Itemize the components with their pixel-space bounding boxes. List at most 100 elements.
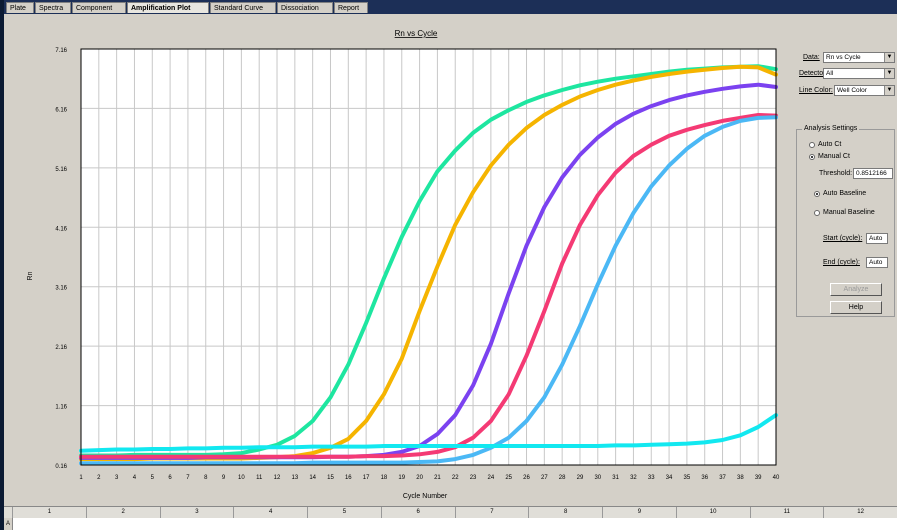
- tab-amplification-plot[interactable]: Amplification Plot: [127, 2, 209, 13]
- y-tick-label: 7.16: [55, 48, 67, 54]
- start-cycle-input[interactable]: Auto: [866, 233, 888, 244]
- y-tick-label: 6.16: [55, 107, 67, 113]
- plot-background: [80, 48, 777, 466]
- x-tick-label: 18: [381, 475, 388, 481]
- chart-title: Rn vs Cycle: [395, 29, 438, 38]
- x-tick-label: 14: [309, 475, 316, 481]
- x-tick-label: 39: [755, 475, 762, 481]
- x-tick-label: 19: [398, 475, 405, 481]
- auto-baseline-radio[interactable]: [814, 191, 820, 197]
- y-axis-label: Rn: [27, 271, 34, 280]
- column-header[interactable]: 10: [675, 507, 750, 518]
- x-tick-label: 27: [541, 475, 548, 481]
- column-header[interactable]: 8: [528, 507, 602, 518]
- y-tick-label: 0.16: [55, 464, 67, 470]
- end-cycle-label: End (cycle):: [823, 259, 860, 266]
- x-tick-label: 23: [470, 475, 477, 481]
- x-tick-label: 35: [684, 475, 691, 481]
- amplification-curve: [79, 413, 778, 453]
- data-label: Data:: [803, 54, 820, 61]
- y-tick-label: 4.16: [55, 226, 67, 232]
- manual-baseline-radio[interactable]: [814, 210, 820, 216]
- chevron-down-icon[interactable]: ▼: [884, 53, 894, 62]
- x-tick-label: 9: [222, 475, 226, 481]
- tab-plate[interactable]: Plate: [6, 2, 34, 13]
- data-select-value: Rn vs Cycle: [826, 54, 861, 61]
- line-color-select[interactable]: Well Color ▼: [834, 85, 895, 96]
- column-header[interactable]: 2: [85, 507, 160, 518]
- column-header[interactable]: 12: [823, 507, 897, 518]
- manual-ct-label: Manual Ct: [818, 153, 850, 160]
- app-window: Plate Spectra Component Amplification Plot S…: [4, 0, 897, 530]
- plot-area: Rn vs Cycle Rn Cycle Number 0.16 1.16 2.16…: [4, 14, 897, 500]
- auto-baseline-label: Auto Baseline: [823, 190, 867, 197]
- x-tick-label: 26: [523, 475, 530, 481]
- end-cycle-input[interactable]: Auto: [866, 257, 888, 268]
- x-tick-label: 2: [97, 475, 101, 481]
- analysis-settings-title: Analysis Settings: [802, 125, 860, 132]
- x-tick-label: 22: [452, 475, 459, 481]
- data-select[interactable]: Rn vs Cycle ▼: [823, 52, 895, 63]
- start-cycle-label: Start (cycle):: [823, 235, 863, 242]
- x-tick-label: 13: [292, 475, 299, 481]
- x-tick-label: 33: [648, 475, 655, 481]
- x-tick-label: 12: [274, 475, 281, 481]
- x-tick-label: 11: [256, 475, 263, 481]
- x-tick-label: 29: [577, 475, 584, 481]
- x-tick-label: 31: [612, 475, 619, 481]
- threshold-input[interactable]: 0.8512166: [853, 168, 893, 179]
- column-header[interactable]: 1: [12, 507, 86, 518]
- tab-dissociation[interactable]: Dissociation: [277, 2, 333, 13]
- x-tick-label: 7: [186, 475, 190, 481]
- start-cycle-value: Auto: [869, 235, 883, 242]
- x-tick-label: 34: [666, 475, 673, 481]
- x-tick-label: 32: [630, 475, 637, 481]
- chevron-down-icon[interactable]: ▼: [884, 86, 894, 95]
- detector-select[interactable]: All ▼: [823, 68, 895, 79]
- y-tick-label: 2.16: [55, 345, 67, 351]
- line-color-select-value: Well Color: [837, 87, 867, 94]
- tab-standard-curve[interactable]: Standard Curve: [210, 2, 276, 13]
- x-tick-label: 36: [701, 475, 708, 481]
- x-tick-label: 28: [559, 475, 566, 481]
- column-header[interactable]: 9: [602, 507, 676, 518]
- x-tick-label: 4: [133, 475, 137, 481]
- tab-bar: Plate Spectra Component Amplification Plot S…: [4, 0, 897, 14]
- column-header[interactable]: 7: [454, 507, 529, 518]
- tab-component[interactable]: Component: [72, 2, 126, 13]
- threshold-label: Threshold:: [819, 170, 853, 177]
- chevron-down-icon[interactable]: ▼: [884, 69, 894, 78]
- line-color-label: Line Color:: [799, 87, 833, 94]
- y-tick-label: 5.16: [55, 167, 67, 173]
- detector-select-value: All: [826, 70, 834, 77]
- well-table-row[interactable]: A: [4, 518, 897, 530]
- tab-report[interactable]: Report: [334, 2, 368, 13]
- x-tick-label: 20: [416, 475, 423, 481]
- tab-spectra[interactable]: Spectra: [35, 2, 71, 13]
- column-header[interactable]: 4: [233, 507, 307, 518]
- x-tick-label: 37: [719, 475, 726, 481]
- manual-ct-radio[interactable]: [809, 154, 815, 160]
- column-header[interactable]: 11: [749, 507, 824, 518]
- x-axis-label: Cycle Number: [403, 493, 448, 500]
- detector-label: Detector:: [799, 70, 828, 77]
- x-tick-label: 25: [505, 475, 512, 481]
- help-button[interactable]: Help: [830, 301, 882, 314]
- auto-ct-radio[interactable]: [809, 142, 815, 148]
- x-tick-label: 3: [115, 475, 119, 481]
- x-tick-label: 40: [773, 475, 780, 481]
- analyze-button[interactable]: Analyze: [830, 283, 882, 296]
- manual-baseline-label: Manual Baseline: [823, 209, 875, 216]
- column-header[interactable]: 6: [380, 507, 455, 518]
- x-tick-label: 38: [737, 475, 744, 481]
- x-tick-label: 5: [151, 475, 155, 481]
- y-tick-label: 3.16: [55, 286, 67, 292]
- plot-border: [80, 48, 777, 466]
- column-header[interactable]: 3: [159, 507, 234, 518]
- row-label: A: [4, 518, 13, 530]
- column-header[interactable]: 5: [307, 507, 381, 518]
- threshold-value: 0.8512166: [856, 170, 887, 177]
- x-tick-label: 21: [434, 475, 441, 481]
- y-tick-label: 1.16: [55, 405, 67, 411]
- x-tick-label: 17: [363, 475, 370, 481]
